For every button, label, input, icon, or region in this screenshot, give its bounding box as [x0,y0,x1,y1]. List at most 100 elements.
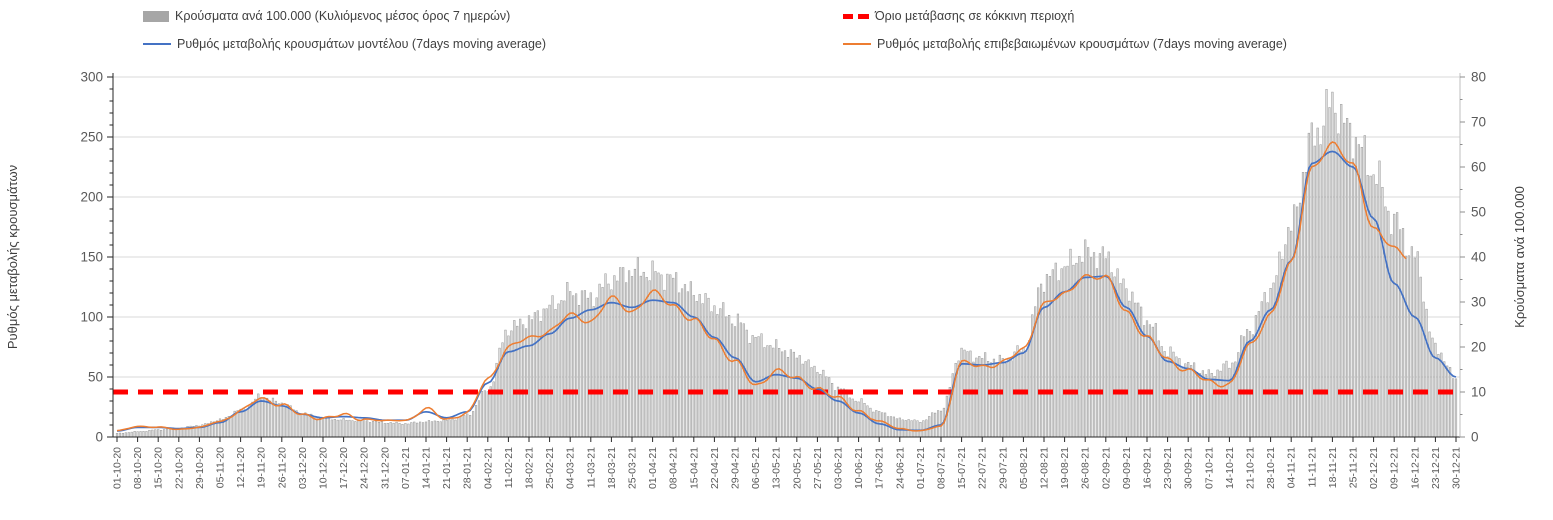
confirmed-line-swatch [843,43,871,45]
svg-text:22-07-21: 22-07-21 [977,447,989,489]
svg-text:04-11-21: 04-11-21 [1286,447,1298,488]
svg-text:05-08-21: 05-08-21 [1018,447,1030,489]
svg-text:13-05-21: 13-05-21 [771,447,783,489]
svg-text:31-12-20: 31-12-20 [379,447,391,489]
svg-text:20-05-21: 20-05-21 [791,447,803,489]
legend-label-model-rate: Ρυθμός μεταβολής κρουσμάτων μοντέλου (7d… [177,37,547,51]
svg-text:22-10-20: 22-10-20 [173,447,185,489]
cases-bars-series [115,89,1458,438]
svg-text:29-07-21: 29-07-21 [997,447,1009,489]
svg-text:30-12-21: 30-12-21 [1451,447,1463,489]
svg-text:10-06-21: 10-06-21 [853,447,865,489]
svg-text:150: 150 [80,250,103,265]
legend-item-red-threshold: Όριο μετάβασης σε κόκκινη περιοχή [843,9,1074,23]
svg-text:50: 50 [88,370,103,385]
svg-text:24-06-21: 24-06-21 [894,447,906,489]
svg-text:17-06-21: 17-06-21 [874,447,886,489]
svg-text:18-03-21: 18-03-21 [606,447,618,489]
right-axis-ticks-labels: 0 10 20 30 40 50 60 70 80 [1460,70,1486,445]
bar-series-swatch [143,10,169,22]
svg-text:100: 100 [80,310,103,325]
svg-text:28-10-21: 28-10-21 [1265,447,1277,489]
svg-text:16-12-21: 16-12-21 [1409,447,1421,489]
left-axis-ticks-labels: 0 50 100 150 200 250 300 [80,70,113,445]
threshold-dash-swatch [843,13,869,19]
svg-text:11-03-21: 11-03-21 [585,447,597,488]
svg-text:21-01-21: 21-01-21 [441,447,453,489]
right-axis-title: Κρούσματα ανά 100.000 [1512,186,1527,328]
svg-text:05-11-20: 05-11-20 [215,447,227,488]
svg-text:26-08-21: 26-08-21 [1080,447,1092,489]
legend-item-cases-bars: Κρούσματα ανά 100.000 (Κυλιόμενος μέσος … [143,9,510,23]
svg-text:26-11-20: 26-11-20 [276,447,288,488]
svg-text:24-12-20: 24-12-20 [359,447,371,489]
svg-text:08-04-21: 08-04-21 [668,447,680,489]
svg-text:50: 50 [1471,205,1486,220]
legend-label-red-threshold: Όριο μετάβασης σε κόκκινη περιοχή [875,9,1075,23]
svg-text:27-05-21: 27-05-21 [812,447,824,489]
svg-text:11-11-21: 11-11-21 [1306,447,1318,488]
svg-text:20: 20 [1471,340,1486,355]
svg-text:09-12-21: 09-12-21 [1389,447,1401,489]
svg-text:30: 30 [1471,295,1486,310]
svg-text:08-07-21: 08-07-21 [936,447,948,489]
svg-text:19-11-20: 19-11-20 [256,447,268,488]
svg-text:70: 70 [1471,115,1486,130]
svg-text:04-03-21: 04-03-21 [565,447,577,489]
svg-text:09-09-21: 09-09-21 [1121,447,1133,489]
confirmed-rate-line [116,141,1407,432]
svg-text:08-10-20: 08-10-20 [132,447,144,489]
svg-text:03-12-20: 03-12-20 [297,447,309,489]
svg-text:01-07-21: 01-07-21 [915,447,927,489]
svg-text:02-09-21: 02-09-21 [1100,447,1112,489]
svg-text:14-01-21: 14-01-21 [421,447,433,489]
svg-text:01-10-20: 01-10-20 [112,447,124,489]
svg-text:06-05-21: 06-05-21 [750,447,762,489]
svg-text:12-08-21: 12-08-21 [1039,447,1051,489]
svg-text:23-12-21: 23-12-21 [1430,447,1442,489]
svg-text:02-12-21: 02-12-21 [1368,447,1380,489]
svg-text:23-09-21: 23-09-21 [1162,447,1174,489]
svg-text:18-02-21: 18-02-21 [524,447,536,489]
svg-text:0: 0 [95,430,103,445]
legend-item-model-rate: Ρυθμός μεταβολής κρουσμάτων μοντέλου (7d… [143,37,546,51]
svg-text:22-04-21: 22-04-21 [709,447,721,489]
svg-text:60: 60 [1471,160,1486,175]
svg-text:03-06-21: 03-06-21 [833,447,845,489]
svg-text:21-10-21: 21-10-21 [1245,447,1257,489]
legend-label-cases-bars: Κρούσματα ανά 100.000 (Κυλιόμενος μέσος … [175,9,511,23]
svg-text:10-12-20: 10-12-20 [318,447,330,489]
svg-text:29-04-21: 29-04-21 [730,447,742,489]
model-rate-line [116,150,1457,432]
svg-text:250: 250 [80,130,103,145]
legend-item-confirmed-rate: Ρυθμός μεταβολής επιβεβαιωμένων κρουσμάτ… [843,37,1287,51]
svg-text:12-11-20: 12-11-20 [235,447,247,488]
svg-text:19-08-21: 19-08-21 [1059,447,1071,489]
model-line-swatch [143,43,171,45]
svg-text:14-10-21: 14-10-21 [1224,447,1236,489]
svg-text:15-07-21: 15-07-21 [956,447,968,489]
svg-text:29-10-20: 29-10-20 [194,447,206,489]
legend-label-confirmed-rate: Ρυθμός μεταβολής επιβεβαιωμένων κρουσμάτ… [877,37,1287,51]
svg-text:15-10-20: 15-10-20 [153,447,165,489]
svg-text:07-10-21: 07-10-21 [1203,447,1215,489]
left-axis-title: Ρυθμός μεταβολής κρουσμάτων [5,165,20,349]
svg-text:30-09-21: 30-09-21 [1183,447,1195,489]
svg-text:15-04-21: 15-04-21 [688,447,700,489]
svg-text:40: 40 [1471,250,1486,265]
svg-text:25-11-21: 25-11-21 [1348,447,1360,488]
svg-text:25-02-21: 25-02-21 [544,447,556,489]
x-axis-ticks-labels: 01-10-20 08-10-20 15-10-20 22-10-20 29-10-20… [112,437,1463,489]
svg-text:18-11-21: 18-11-21 [1327,447,1339,488]
svg-text:200: 200 [80,190,103,205]
svg-text:10: 10 [1471,385,1486,400]
axes [112,73,1461,438]
svg-text:16-09-21: 16-09-21 [1142,447,1154,489]
svg-text:04-02-21: 04-02-21 [482,447,494,489]
svg-text:0: 0 [1471,430,1479,445]
svg-text:17-12-20: 17-12-20 [338,447,350,489]
svg-text:28-01-21: 28-01-21 [462,447,474,489]
svg-text:01-04-21: 01-04-21 [647,447,659,489]
